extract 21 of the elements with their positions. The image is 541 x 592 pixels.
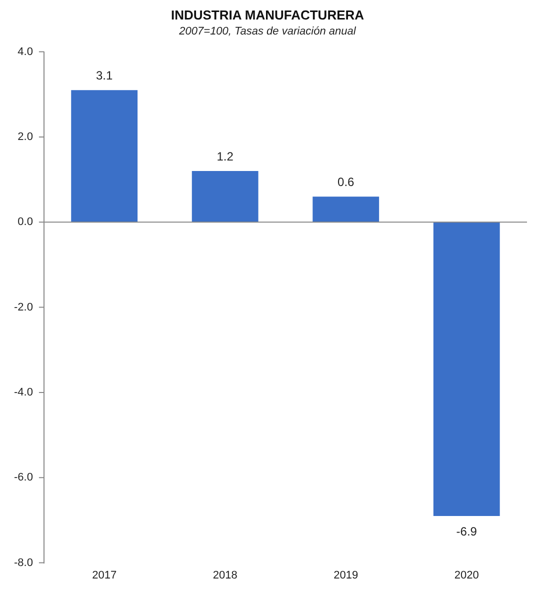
bar [433,222,500,516]
data-label: 1.2 [216,149,234,164]
x-tick-label: 2018 [212,569,238,582]
x-tick-label: 2017 [92,569,117,582]
chart-subtitle: 2007=100, Tasas de variación anual [178,25,356,38]
x-tick-label: 2019 [334,569,358,582]
data-label: -6.9 [456,524,478,538]
bar [312,196,380,222]
chart-title: INDUSTRIA MANUFACTURERA [170,7,365,22]
y-tick-label: 0.0 [18,216,33,228]
x-tick-label: 2020 [454,569,479,582]
y-tick-label: -6.0 [14,472,33,484]
y-tick-label: -8.0 [14,556,33,569]
data-label: 3.1 [96,68,113,82]
bar [192,171,258,222]
y-tick-label: -2.0 [14,301,33,314]
data-label: 0.6 [338,174,355,189]
y-tick-label: -4.0 [14,386,33,398]
bar [71,90,138,222]
y-tick-label: 4.0 [18,46,33,58]
y-tick-label: 2.0 [18,131,33,143]
